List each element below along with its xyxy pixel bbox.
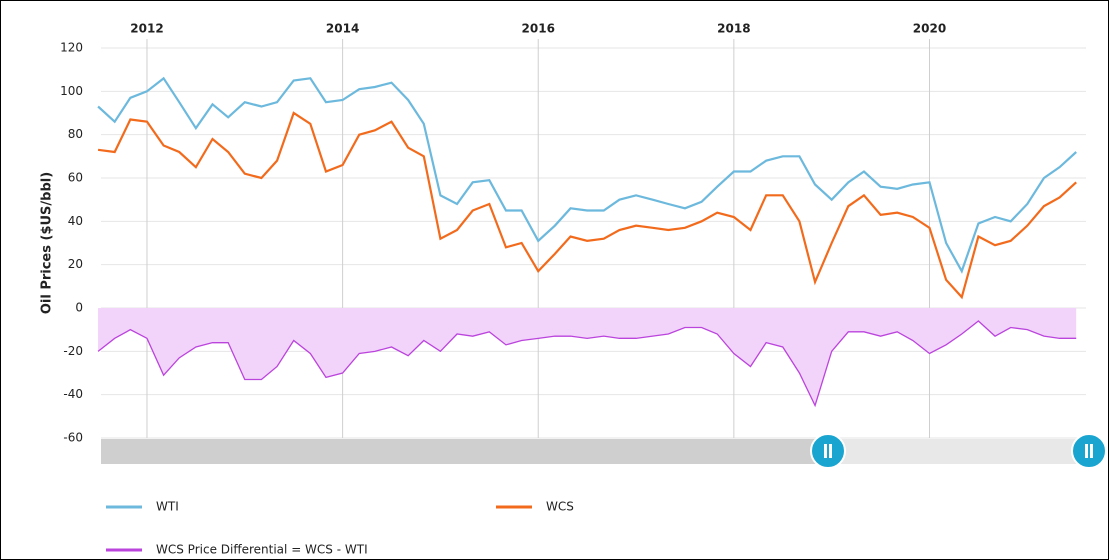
x-tick-label: 2018 bbox=[717, 22, 750, 36]
y-tick-label: 0 bbox=[75, 301, 83, 315]
y-tick-label: 60 bbox=[68, 171, 83, 185]
navigator-selection bbox=[101, 439, 828, 464]
x-tick-label: 2020 bbox=[913, 22, 946, 36]
y-tick-label: -40 bbox=[63, 387, 83, 401]
area-fill bbox=[98, 308, 1077, 406]
series-line bbox=[97, 76, 1077, 274]
y-axis-label: Oil Prices ($US/bbl) bbox=[40, 172, 55, 314]
y-tick-label: 20 bbox=[68, 257, 83, 271]
y-tick-label: 100 bbox=[60, 84, 83, 98]
y-tick-label: 120 bbox=[60, 41, 83, 55]
legend-label[interactable]: WTI bbox=[156, 500, 179, 514]
series-line bbox=[97, 320, 1077, 408]
legend-label[interactable]: WCS Price Differential = WCS - WTI bbox=[156, 543, 368, 557]
legend-label[interactable]: WCS bbox=[546, 500, 574, 514]
series-line bbox=[97, 111, 1077, 300]
y-tick-label: -20 bbox=[63, 344, 83, 358]
y-tick-label: 80 bbox=[68, 127, 83, 141]
y-tick-label: -60 bbox=[63, 431, 83, 445]
x-tick-label: 2014 bbox=[326, 22, 359, 36]
y-tick-label: 40 bbox=[68, 214, 83, 228]
x-tick-label: 2016 bbox=[522, 22, 555, 36]
x-tick-label: 2012 bbox=[130, 22, 163, 36]
